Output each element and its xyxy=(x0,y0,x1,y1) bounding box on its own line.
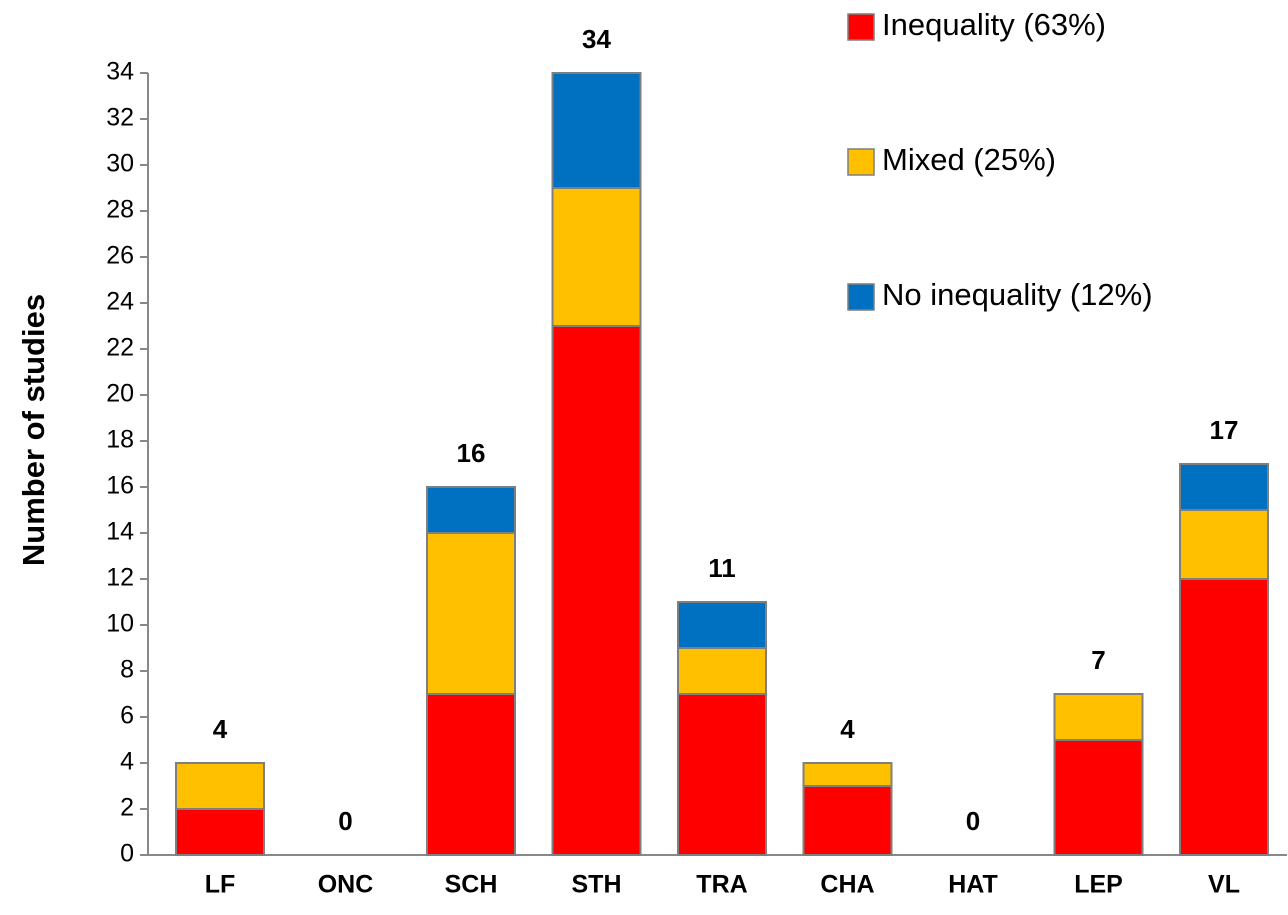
y-axis-label: Number of studies xyxy=(16,294,51,566)
legend-label: Inequality (63%) xyxy=(882,7,1106,42)
legend-swatch xyxy=(847,283,875,311)
x-tick-label: HAT xyxy=(948,871,998,899)
x-tick-label: VL xyxy=(1208,871,1240,899)
y-tick-label: 28 xyxy=(106,196,134,224)
y-tick-label: 8 xyxy=(120,656,134,684)
y-tick-label: 26 xyxy=(106,242,134,270)
x-tick-label: ONC xyxy=(318,871,374,899)
bar-segment xyxy=(175,808,265,856)
total-label: 11 xyxy=(708,553,736,583)
total-label: 0 xyxy=(338,806,352,836)
total-label: 16 xyxy=(457,438,486,468)
total-label: 4 xyxy=(213,714,228,744)
y-tick-label: 34 xyxy=(106,58,134,86)
x-tick-label: CHA xyxy=(820,871,874,899)
bar-segment xyxy=(551,325,642,856)
x-tick-label: LEP xyxy=(1074,871,1123,899)
bar-segment xyxy=(677,647,767,695)
bar-segment xyxy=(677,693,767,856)
total-label: 17 xyxy=(1210,415,1239,445)
legend-label: No inequality (12%) xyxy=(882,277,1153,312)
x-tick-label: TRA xyxy=(696,871,747,899)
bar-segment xyxy=(426,532,516,695)
bar-segment xyxy=(1179,463,1269,511)
legend-label: Mixed (25%) xyxy=(882,142,1056,177)
y-tick-label: 10 xyxy=(106,610,134,638)
x-tick-label: SCH xyxy=(445,871,498,899)
y-tick-label: 14 xyxy=(106,518,134,546)
bar-segment xyxy=(426,693,516,856)
bar-segment xyxy=(551,72,642,189)
x-tick-label: STH xyxy=(572,871,622,899)
legend-swatch xyxy=(847,13,875,41)
bar-segment xyxy=(175,762,265,810)
y-tick-label: 6 xyxy=(120,702,134,730)
y-tick-label: 24 xyxy=(106,288,134,316)
total-label: 34 xyxy=(582,24,611,54)
y-tick-label: 20 xyxy=(106,380,134,408)
y-tick-label: 22 xyxy=(106,334,134,362)
bar-segment xyxy=(426,486,516,534)
bar-segment xyxy=(551,187,642,327)
legend-swatch xyxy=(847,148,875,176)
y-tick-label: 18 xyxy=(106,426,134,454)
bar-segment xyxy=(1053,739,1144,856)
bar-segment xyxy=(1053,693,1144,741)
total-label: 0 xyxy=(966,806,980,836)
bar-segment xyxy=(1179,578,1269,856)
y-tick-label: 32 xyxy=(106,104,134,132)
total-label: 4 xyxy=(840,714,855,744)
x-tick-label: LF xyxy=(205,871,236,899)
bar-segment xyxy=(677,601,767,649)
y-tick-label: 12 xyxy=(106,564,134,592)
y-tick-label: 2 xyxy=(120,794,134,822)
total-label: 7 xyxy=(1091,645,1105,675)
y-tick-label: 16 xyxy=(106,472,134,500)
bar-segment xyxy=(802,762,893,787)
y-tick-label: 4 xyxy=(120,748,134,776)
y-tick-label: 0 xyxy=(120,840,134,868)
y-tick-label: 30 xyxy=(106,150,134,178)
bar-segment xyxy=(1179,509,1269,580)
bar-segment xyxy=(802,785,893,856)
